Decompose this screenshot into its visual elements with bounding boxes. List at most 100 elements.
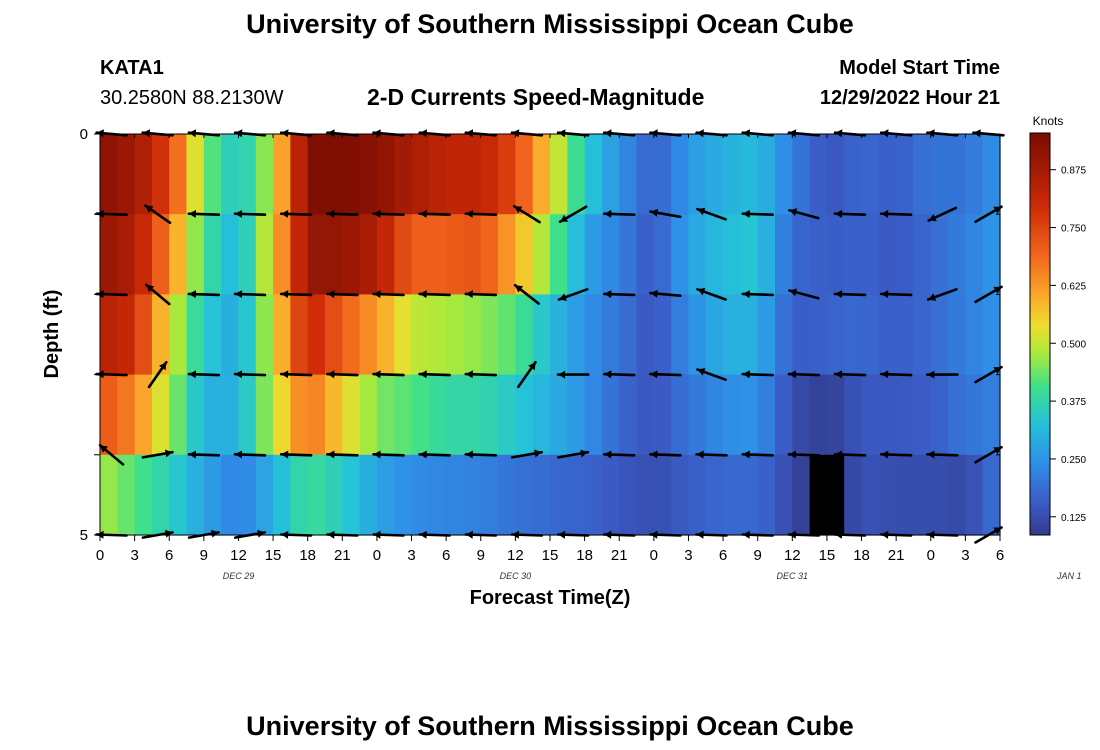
current-vector	[187, 450, 221, 459]
x-tick-label: 21	[888, 547, 905, 564]
heatmap-cell	[671, 454, 690, 536]
current-vector	[418, 290, 451, 299]
heatmap-cell	[169, 294, 188, 376]
current-vector	[558, 205, 588, 223]
heatmap-cell	[601, 134, 620, 215]
heatmap-cell	[290, 454, 309, 536]
heatmap-cell	[982, 214, 1001, 295]
heatmap-cell	[151, 454, 170, 536]
heatmap-cell	[844, 294, 863, 376]
heatmap-cell	[878, 214, 897, 295]
date-label: DEC 29	[223, 571, 255, 581]
heatmap-cell	[186, 454, 205, 536]
heatmap-cell	[601, 214, 620, 295]
current-vector	[926, 287, 958, 301]
heatmap-cell	[342, 214, 361, 295]
heatmap-cell	[117, 454, 136, 536]
heatmap-cell	[411, 374, 430, 456]
heatmap-cell	[290, 294, 309, 376]
heatmap-cell	[411, 454, 430, 536]
current-vector	[233, 290, 267, 299]
current-vector	[510, 449, 544, 459]
heatmap-cell	[930, 294, 949, 376]
heatmap-cell	[584, 294, 603, 376]
x-tick-label: 3	[961, 547, 969, 564]
heatmap-cell	[792, 294, 811, 376]
heatmap-cell	[775, 214, 793, 295]
heatmap-cell	[723, 454, 741, 536]
heatmap-cell	[809, 294, 828, 376]
heatmap-cell	[567, 294, 586, 376]
heatmap-cell	[221, 294, 240, 376]
heatmap-cell	[775, 294, 793, 376]
heatmap-cell	[515, 294, 534, 376]
heatmap-cell	[740, 134, 759, 215]
heatmap-cell	[705, 374, 724, 456]
heatmap-cell	[498, 454, 516, 536]
x-tick-label: 6	[996, 547, 1004, 564]
heatmap-cell	[550, 294, 568, 376]
heatmap-cell	[896, 214, 915, 295]
heatmap-cell	[255, 134, 274, 215]
heatmap-cell	[307, 294, 326, 376]
colorbar-tick-label: 0.375	[1061, 397, 1086, 408]
heatmap-cell	[100, 134, 118, 215]
heatmap-cell	[775, 374, 793, 456]
heatmap-cell	[376, 214, 395, 295]
heatmap-cell	[896, 454, 915, 536]
heatmap-cell	[273, 214, 291, 295]
heatmap-cell	[688, 374, 707, 456]
date-label: JAN 1	[1056, 571, 1082, 581]
heatmap-cell	[515, 374, 534, 456]
heatmap-cell	[878, 134, 897, 215]
heatmap-cell	[913, 294, 932, 376]
x-tick-label: 9	[754, 547, 762, 564]
heatmap-cell	[705, 294, 724, 376]
heatmap-cell	[480, 374, 499, 456]
heatmap-cell	[290, 214, 309, 295]
heatmap-cell	[428, 134, 447, 215]
x-tick-label: 15	[542, 547, 559, 564]
heatmap-cell	[653, 134, 672, 215]
heatmap-cell	[619, 294, 638, 376]
current-vector	[602, 450, 636, 459]
current-vector	[325, 370, 359, 379]
chart-title: 2-D Currents Speed-Magnitude	[367, 84, 705, 110]
heatmap-cell	[117, 134, 136, 215]
heatmap-cell	[671, 134, 690, 215]
current-vector	[279, 209, 313, 218]
current-vector	[372, 209, 405, 218]
heatmap-cell	[532, 294, 551, 376]
heatmap-cell	[896, 134, 915, 215]
heatmap-cell	[238, 134, 257, 215]
current-vector	[372, 450, 405, 459]
heatmap-cell	[826, 134, 845, 215]
heatmap-cell	[290, 374, 309, 456]
x-tick-label: 0	[96, 547, 104, 564]
heatmap-cell	[757, 374, 776, 456]
heatmap-cell	[169, 454, 188, 536]
current-vector	[372, 370, 405, 379]
x-tick-label: 0	[373, 547, 381, 564]
heatmap-cell	[982, 454, 1001, 536]
heatmap-cell	[653, 374, 672, 456]
heatmap-cell	[411, 294, 430, 376]
heatmap-cell	[792, 214, 811, 295]
heatmap-cell	[671, 214, 690, 295]
heatmap-cell	[861, 134, 880, 215]
heatmap-cell	[100, 374, 118, 456]
heatmap-cell	[965, 294, 984, 376]
heatmap-cell	[169, 214, 188, 295]
heatmap-cell	[255, 374, 274, 456]
heatmap-cell	[221, 374, 240, 456]
heatmap-cell	[896, 374, 915, 456]
heatmap-cell	[723, 374, 741, 456]
current-vector	[325, 209, 359, 218]
heatmap-cell	[584, 134, 603, 215]
x-tick-label: 18	[299, 547, 316, 564]
date-label: DEC 30	[500, 571, 532, 581]
heatmap-cell	[757, 134, 776, 215]
current-vector	[925, 450, 959, 459]
heatmap-cell	[930, 214, 949, 295]
heatmap-cell	[221, 454, 240, 536]
